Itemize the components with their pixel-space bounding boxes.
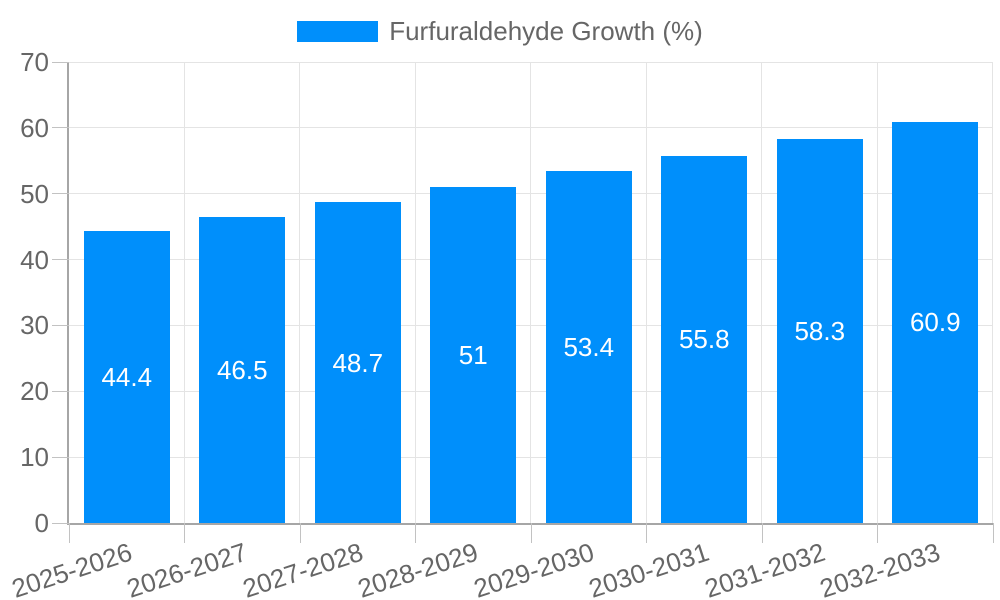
bar[interactable]: 55.8 <box>661 155 748 523</box>
gridline-vertical <box>414 62 416 523</box>
y-axis-label: 60 <box>20 112 49 143</box>
bar-layer: 44.4 46.5 48.7 51 53.4 55.8 58.3 60.9 <box>69 62 993 523</box>
bar-value-label: 44.4 <box>101 361 153 392</box>
chart-legend[interactable]: Furfuraldehyde Growth (%) <box>0 17 1000 45</box>
y-axis-label: 40 <box>20 244 49 275</box>
x-axis-tick <box>299 523 301 543</box>
bar-value-label: 58.3 <box>794 316 846 347</box>
y-axis-tick <box>52 61 69 63</box>
y-axis-label: 50 <box>20 178 49 209</box>
y-axis-tick <box>52 522 69 524</box>
bar-value-label: 51 <box>458 340 488 371</box>
bar[interactable]: 60.9 <box>892 121 979 523</box>
gridline-vertical <box>645 62 647 523</box>
bar[interactable]: 44.4 <box>83 230 170 523</box>
gridline-vertical <box>761 62 762 523</box>
bar-value-label: 53.4 <box>563 332 615 363</box>
bar[interactable]: 58.3 <box>776 139 863 523</box>
gridline-horizontal <box>69 324 993 326</box>
gridline-horizontal <box>69 390 993 392</box>
gridline-vertical <box>876 62 878 523</box>
plot-area: 44.4 46.5 48.7 51 53.4 55.8 58.3 60.9 <box>67 62 993 525</box>
y-axis-tick <box>52 390 69 392</box>
bar[interactable]: 46.5 <box>199 216 286 523</box>
x-axis-tick <box>992 523 994 543</box>
y-axis-tick <box>52 259 69 261</box>
bar-value-label: 55.8 <box>678 324 730 355</box>
x-axis-tick <box>68 523 70 543</box>
bar-value-label: 46.5 <box>216 354 268 385</box>
y-axis-label: 20 <box>20 376 49 407</box>
y-axis-label: 30 <box>20 310 49 341</box>
y-axis-label: 10 <box>20 442 49 473</box>
gridline-vertical <box>299 62 300 523</box>
gridline-horizontal <box>69 193 993 195</box>
y-axis-tick <box>52 127 69 129</box>
bar[interactable]: 48.7 <box>314 202 401 523</box>
y-axis-tick <box>52 324 69 326</box>
gridline-horizontal <box>69 62 993 63</box>
y-axis-tick <box>52 193 69 195</box>
gridline-vertical <box>530 62 531 523</box>
gridline-horizontal <box>69 456 993 458</box>
x-axis-tick <box>646 523 647 543</box>
x-axis-tick <box>761 523 763 543</box>
bar[interactable]: 53.4 <box>545 171 632 523</box>
legend-label: Furfuraldehyde Growth (%) <box>389 16 703 46</box>
x-axis-tick <box>415 523 416 543</box>
bar-value-label: 48.7 <box>332 347 384 378</box>
y-axis-label: 0 <box>34 508 49 538</box>
x-axis-tick <box>184 523 185 543</box>
gridline-vertical <box>992 62 993 523</box>
gridline-horizontal <box>69 259 993 261</box>
bar[interactable]: 51 <box>430 187 517 523</box>
bar-value-label: 60.9 <box>909 307 961 338</box>
gridline-horizontal <box>69 127 993 129</box>
y-axis-tick <box>52 456 69 458</box>
x-axis-tick <box>877 523 878 543</box>
x-axis-tick <box>530 523 532 543</box>
legend-swatch <box>297 20 379 42</box>
grid-layer <box>69 62 993 523</box>
gridline-vertical <box>183 62 185 523</box>
y-axis-label: 70 <box>20 47 49 77</box>
